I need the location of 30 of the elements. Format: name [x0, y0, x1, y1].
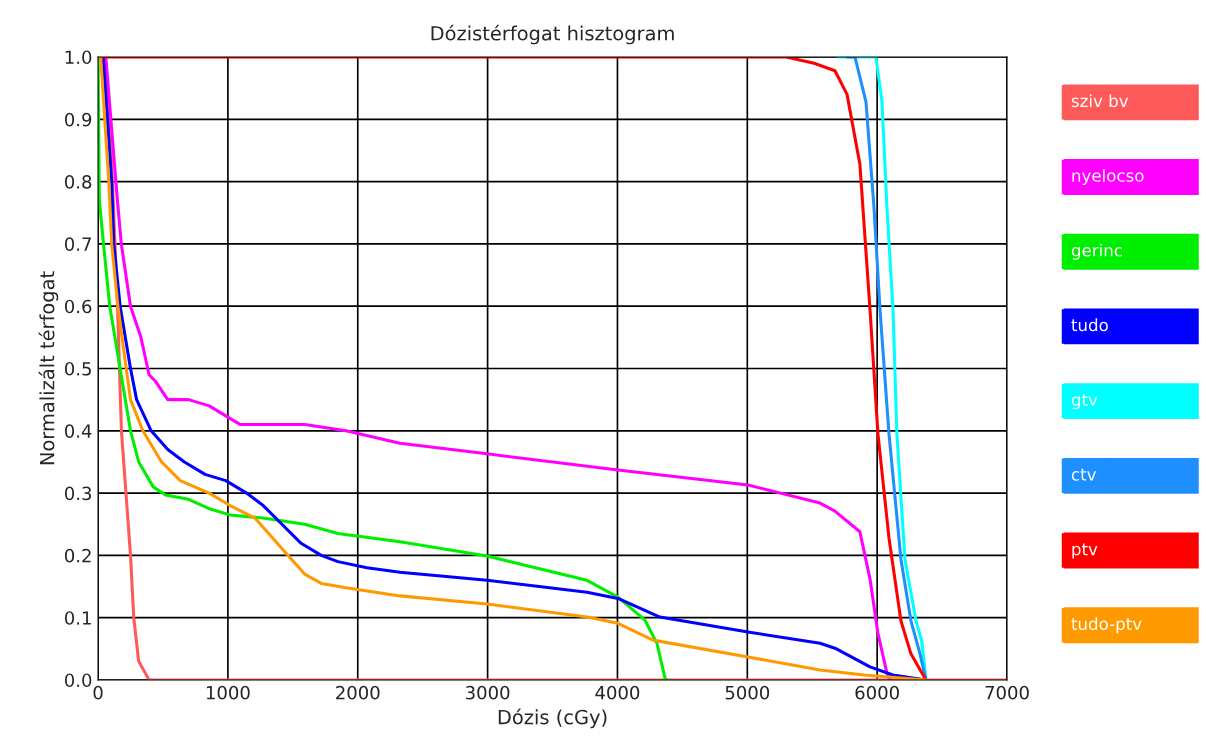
- text: tudo-ptv: [1071, 617, 1142, 634]
- x-tick-label: 1000: [206, 685, 250, 700]
- y-tick-label: 0.3: [64, 486, 92, 501]
- x-tick-label: 6000: [855, 685, 899, 700]
- x-tick-label: 4000: [595, 685, 640, 700]
- y-axis-title: Normalizált térfogat: [38, 271, 59, 465]
- y-tick-label: 0.6: [64, 299, 92, 314]
- y-tick-label: 0.5: [64, 361, 91, 376]
- x-axis-title: Dózis (cGy): [498, 708, 607, 729]
- y-tick-label: 0.2: [64, 548, 91, 563]
- text: gerinc: [1071, 243, 1122, 260]
- y-tick-label: 0.9: [64, 112, 92, 127]
- y-tick-label: 1.0: [65, 50, 92, 65]
- text: sziv bv: [1071, 94, 1129, 108]
- text: nyelocso: [1072, 168, 1144, 186]
- text: ctv: [1071, 468, 1096, 481]
- text: gtv: [1071, 394, 1098, 410]
- text: tudo: [1071, 318, 1108, 332]
- y-tick-label: 0.0: [64, 673, 92, 688]
- y-tick-label: 0.7: [64, 237, 91, 252]
- x-tick-label: 3000: [466, 685, 510, 700]
- text: ptv: [1072, 543, 1098, 559]
- x-tick-label: 2000: [336, 685, 380, 700]
- y-tick-label: 0.4: [64, 424, 92, 438]
- x-tick-label: 0: [93, 685, 103, 700]
- chart-title: Dózistérfogat hisztogram: [431, 24, 674, 45]
- y-tick-label: 0.1: [64, 611, 91, 625]
- x-tick-label: 7000: [985, 685, 1029, 700]
- x-tick-label: 5000: [725, 685, 770, 700]
- y-tick-label: 0.8: [64, 175, 92, 189]
